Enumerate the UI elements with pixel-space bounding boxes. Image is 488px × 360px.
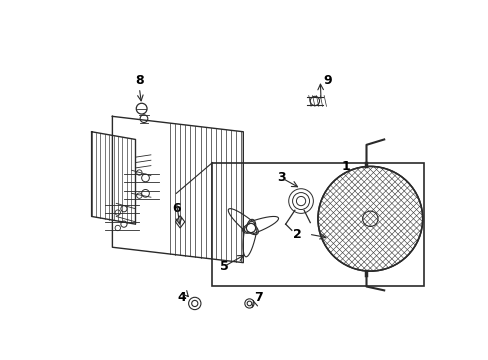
Text: 1: 1 <box>341 160 349 173</box>
Text: 7: 7 <box>254 291 263 304</box>
Bar <box>212 163 424 286</box>
Text: 4: 4 <box>177 291 186 304</box>
Text: 6: 6 <box>172 202 180 215</box>
Text: 5: 5 <box>219 260 228 273</box>
Circle shape <box>362 211 377 226</box>
Text: 2: 2 <box>292 228 301 240</box>
Circle shape <box>246 223 255 233</box>
Text: 8: 8 <box>135 74 143 87</box>
Text: 9: 9 <box>323 74 332 87</box>
Text: 3: 3 <box>277 171 285 184</box>
